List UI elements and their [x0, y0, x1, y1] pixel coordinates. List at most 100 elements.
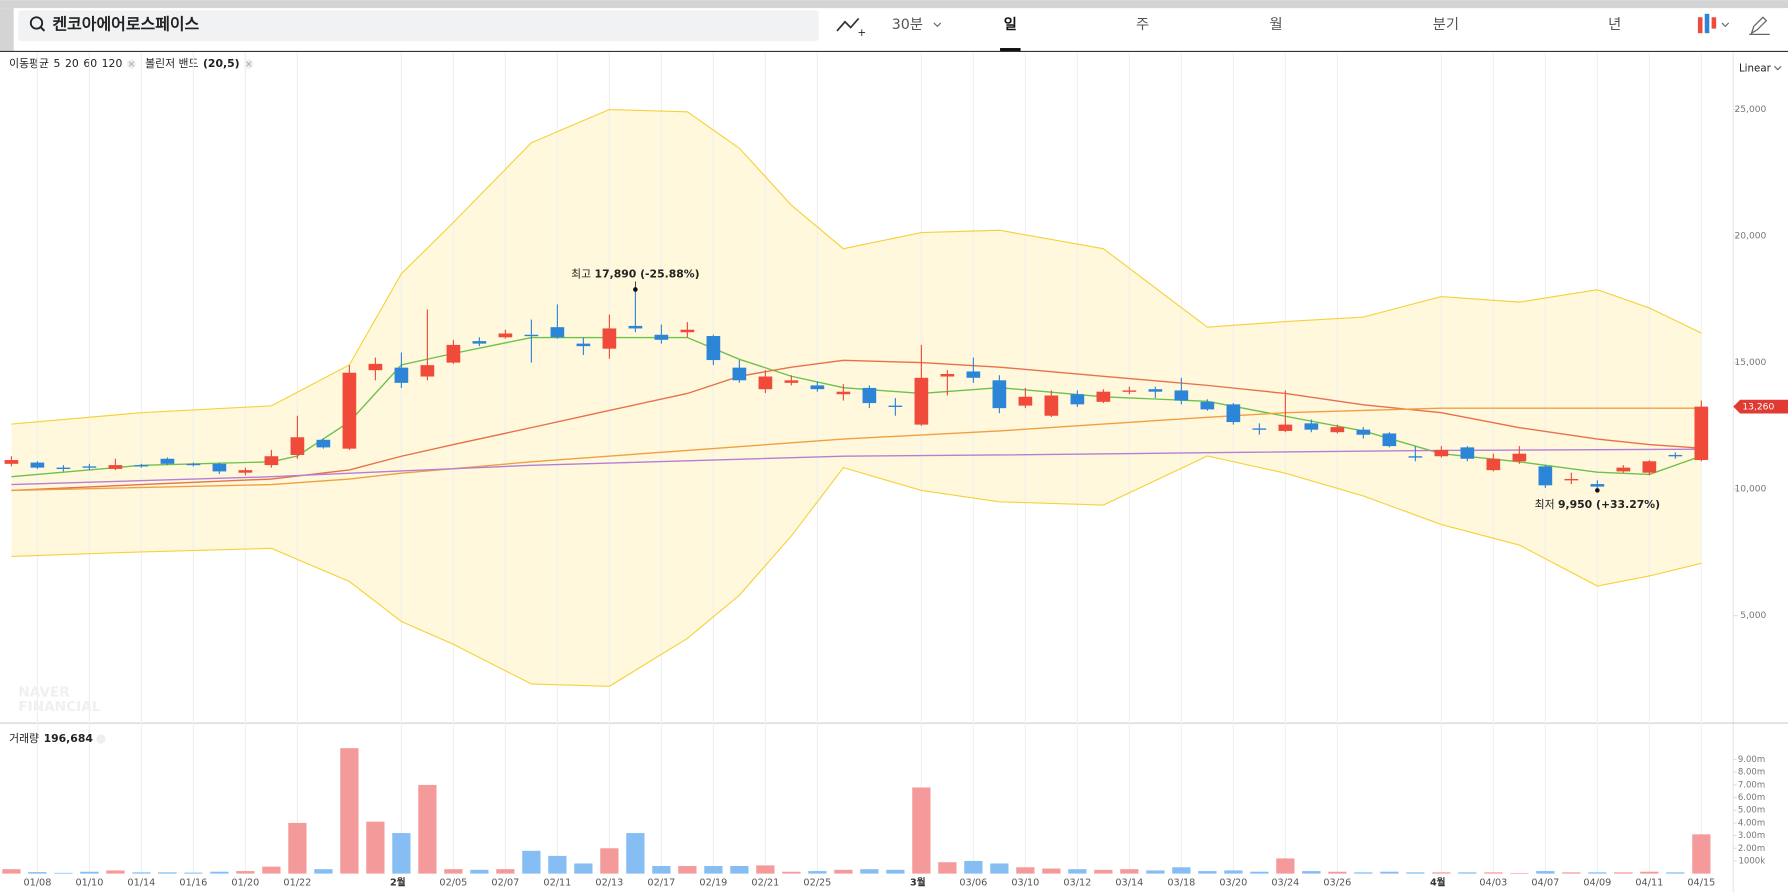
volume-bar — [470, 869, 489, 874]
period-tab[interactable]: 년 — [1608, 16, 1621, 33]
remove-icon — [246, 61, 252, 67]
moving-average-line — [11, 407, 1702, 492]
candle-body — [498, 333, 513, 338]
volume-bar — [288, 822, 307, 874]
volume-bar — [704, 866, 723, 874]
candle-body — [420, 365, 435, 377]
volume-latest: 196,684 — [44, 732, 94, 745]
candle-body — [1564, 479, 1579, 481]
chart-type-icon[interactable] — [1697, 17, 1703, 34]
candle-body — [1044, 395, 1059, 416]
search-query[interactable]: 켄코아에어로스페이스 — [52, 15, 199, 34]
candle-body — [30, 462, 45, 468]
period-tab[interactable]: 주 — [1136, 17, 1149, 33]
x-tick-label: 03/18 — [1167, 878, 1195, 889]
volume-bar — [1484, 872, 1503, 874]
candle-body — [1356, 429, 1371, 435]
x-tick-label: 3월 — [910, 877, 926, 889]
volume-bar — [1146, 870, 1165, 874]
x-tick-label: 02/21 — [751, 878, 779, 889]
y-tick-label: 10,000 — [1734, 485, 1766, 495]
volume-bar — [106, 870, 125, 874]
x-tick-label: 01/16 — [179, 878, 207, 889]
candle-body — [342, 372, 357, 449]
x-tick-label: 02/25 — [803, 878, 831, 889]
candle-body — [1486, 458, 1501, 471]
candle-body — [82, 466, 97, 468]
candle-body — [810, 385, 825, 390]
volume-bar — [600, 848, 619, 874]
search-box[interactable] — [18, 10, 819, 42]
candle-body — [1668, 454, 1683, 457]
candle-body — [1304, 423, 1319, 430]
remove-indicator[interactable] — [96, 734, 106, 744]
volume-bar — [1250, 871, 1269, 874]
candle-body — [966, 371, 981, 378]
scale-mode[interactable]: Linear — [1739, 63, 1772, 75]
volume-bar — [938, 862, 957, 874]
period-tab[interactable]: 분기 — [1433, 16, 1459, 33]
candle-body — [1408, 456, 1423, 458]
volume-tick-label: 7.00m — [1738, 780, 1765, 790]
x-tick-label: 02/19 — [699, 878, 727, 889]
annotation-label: 최고 — [571, 268, 591, 281]
volume-bar — [236, 871, 255, 874]
volume-bar — [1562, 872, 1581, 874]
interval-selector[interactable]: 30분 — [892, 17, 923, 33]
x-tick-label: 04/09 — [1583, 878, 1611, 889]
candle-body — [1278, 424, 1293, 431]
chevron — [933, 22, 942, 28]
remove-icon — [128, 61, 135, 67]
watermark: NAVER — [18, 684, 70, 700]
ma-legend-item: 20 — [65, 57, 79, 70]
volume-tick-label: 6.00m — [1738, 793, 1765, 803]
candle-body — [160, 458, 175, 464]
period-tab[interactable]: 일 — [1004, 16, 1017, 33]
volume-bar — [392, 833, 411, 874]
candle-body — [472, 341, 487, 344]
volume-bar — [574, 863, 593, 874]
ma-legend-title: 이동평균 — [9, 57, 49, 70]
volume-bar — [158, 872, 177, 874]
candle-body — [888, 405, 903, 407]
volume-bar — [522, 850, 541, 874]
search-icon — [29, 16, 44, 30]
x-tick-label: 01/08 — [23, 878, 51, 889]
annotation: 최고 17,890 (-25.88%) — [571, 268, 699, 281]
bollinger-area — [11, 109, 1702, 687]
indicator-icon[interactable] — [836, 17, 860, 32]
candle-body — [706, 336, 721, 361]
x-tick-label: 03/24 — [1271, 878, 1299, 889]
candle-body — [134, 465, 149, 467]
chart-type-icon[interactable] — [1704, 13, 1710, 34]
volume-bar — [1328, 871, 1347, 874]
volume-bar — [210, 871, 229, 874]
x-tick-label: 04/11 — [1635, 878, 1663, 889]
volume-bar — [886, 869, 905, 874]
volume-bar — [1510, 872, 1529, 874]
candle-body — [1460, 447, 1475, 459]
draw-tool-icon[interactable] — [1749, 16, 1770, 35]
chart-type-icon[interactable] — [1711, 17, 1717, 29]
y-tick-label: 5,000 — [1740, 611, 1766, 621]
volume-bar — [964, 860, 983, 874]
bollinger-legend-title: 볼린저 밴드 — [145, 57, 198, 70]
volume-bar — [80, 871, 99, 874]
volume-bar — [28, 872, 47, 874]
period-tab[interactable]: 월 — [1269, 16, 1282, 33]
volume-bar — [730, 866, 749, 874]
volume-title: 거래량 — [9, 732, 39, 745]
candle-body — [576, 343, 591, 347]
volume-tick-label: 3.00m — [1738, 831, 1765, 841]
volume-bar — [1432, 872, 1451, 874]
bollinger-params: (20,5) — [203, 57, 240, 70]
candle-body — [1694, 406, 1709, 461]
candle-body — [446, 344, 461, 363]
candle-body — [784, 380, 799, 383]
chevron — [1721, 22, 1730, 28]
annotation-value: 9,950 (+33.27%) — [1558, 498, 1660, 511]
volume-bar — [1458, 872, 1477, 874]
volume-bar — [1406, 872, 1425, 874]
volume-bar — [1666, 872, 1685, 874]
